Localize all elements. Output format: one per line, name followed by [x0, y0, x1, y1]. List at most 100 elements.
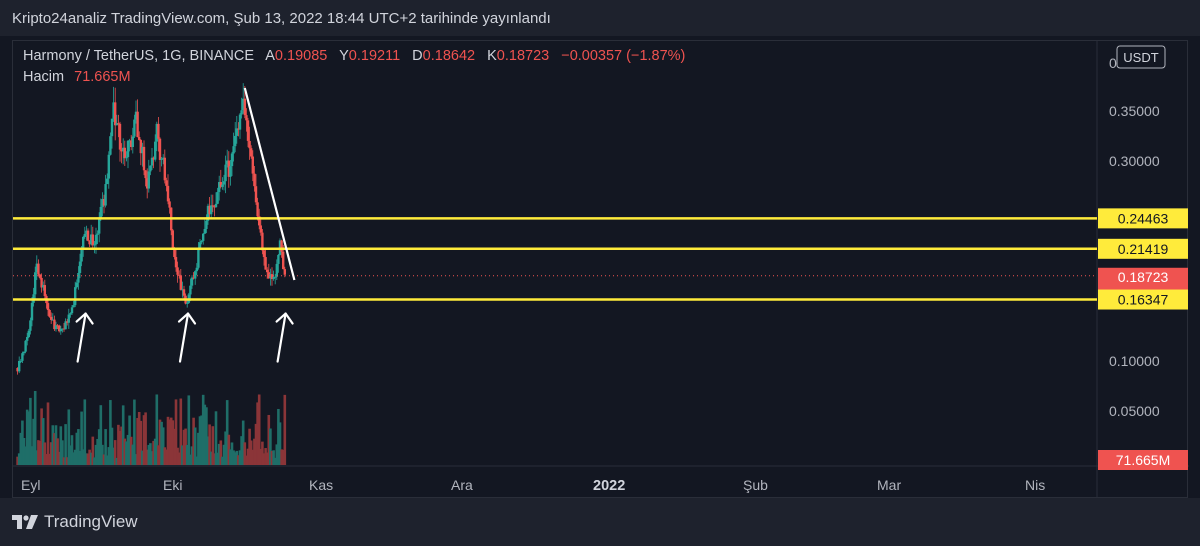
candle-body: [66, 321, 69, 323]
candle-body: [43, 285, 46, 296]
time-tick: Ara: [451, 477, 473, 493]
currency-badge[interactable]: USDT: [1116, 45, 1166, 69]
level2-badge-text: 0.21419: [1118, 241, 1169, 257]
candle-body: [234, 135, 237, 147]
volume-bar: [56, 438, 59, 465]
arrow-shaft: [76, 312, 87, 363]
candle-body: [197, 247, 200, 268]
volume-bar: [104, 429, 107, 465]
volume-bar: [254, 423, 258, 465]
candle-body: [173, 247, 176, 258]
volume-bar: [125, 441, 128, 465]
volume-bar: [211, 426, 215, 465]
volume-bar: [150, 451, 154, 465]
volume-bar: [248, 428, 251, 465]
volume-bar: [192, 417, 195, 465]
downtrend-line[interactable]: [243, 87, 296, 281]
tradingview-logo[interactable]: TradingView: [12, 512, 138, 532]
candle-body: [235, 128, 238, 136]
volume-bar: [145, 449, 149, 465]
volume-bar: [93, 457, 96, 465]
legend-low: 0.18642: [423, 48, 475, 64]
volume-bar: [102, 454, 106, 465]
volume-bar: [158, 419, 162, 465]
volume-bar: [173, 428, 176, 465]
candle-body: [218, 182, 221, 193]
volume-bar: [200, 415, 203, 465]
candle-body: [123, 147, 126, 159]
volume-bar: [240, 436, 243, 465]
candle-body: [200, 240, 203, 243]
candle-body: [99, 206, 102, 219]
candle-body: [237, 128, 240, 130]
volume-bar: [70, 435, 74, 465]
legend-open: 0.19085: [275, 48, 327, 64]
volume-bar: [253, 438, 256, 465]
price-tick: 0.35000: [1109, 103, 1160, 119]
candle-body: [248, 140, 251, 149]
price-tick-top-partial: 0.: [1109, 55, 1121, 71]
volume-bar: [208, 424, 211, 465]
legend-symbol: Harmony / TetherUS, 1G, BINANCE: [23, 48, 254, 64]
candle-body: [59, 328, 62, 332]
candle-body: [154, 141, 157, 160]
candle-body: [238, 114, 242, 130]
volume-bar: [37, 440, 40, 465]
candle-body: [54, 325, 58, 330]
volume-bar: [139, 420, 143, 465]
volume-bar: [69, 445, 72, 465]
candle-body: [115, 123, 118, 126]
arrow-shaft: [276, 312, 287, 363]
candle-body: [198, 242, 202, 248]
arrow-shaft: [178, 312, 190, 363]
volume-bar: [197, 432, 200, 465]
candle-body: [118, 123, 122, 150]
volume-bar: [115, 457, 119, 465]
volume-bar: [249, 440, 253, 465]
volume-bar: [174, 399, 178, 465]
candle-body: [208, 205, 211, 215]
price-axis[interactable]: 0. USDT 0.35000 0.30000 0.10000 0.05000 …: [1098, 45, 1188, 470]
volume-bar: [117, 424, 120, 465]
volume-bar: [134, 454, 138, 465]
candle-body: [240, 110, 243, 115]
volume-bar: [153, 438, 157, 465]
candle-body: [256, 202, 259, 217]
volume-bar: [272, 450, 275, 465]
candle-body: [258, 216, 261, 226]
candle-body: [19, 360, 22, 362]
candle-body: [270, 274, 274, 280]
volume-bar: [89, 452, 93, 465]
candle-body: [18, 360, 21, 372]
candle-body: [133, 119, 136, 137]
candle-body: [189, 285, 192, 295]
volume-bar: [157, 445, 160, 465]
volume-bar: [278, 422, 282, 465]
candle-body: [110, 118, 114, 137]
chart-panel[interactable]: Harmony / TetherUS, 1G, BINANCE A0.19085…: [12, 40, 1189, 499]
legend-volume-label: Hacim: [23, 69, 64, 85]
candle-body: [168, 201, 171, 208]
legend-close-label: K: [487, 48, 497, 64]
volume-bar: [41, 418, 45, 465]
volume-bar: [264, 448, 267, 465]
volume-bar: [121, 405, 125, 465]
time-axis[interactable]: Eyl Eki Kas Ara 2022 Şub Mar Nis: [21, 477, 1045, 494]
candle-body: [91, 234, 94, 246]
candle-body: [134, 111, 138, 120]
candle-body: [144, 170, 147, 179]
candle-body: [40, 277, 43, 288]
candlestick-chart[interactable]: Harmony / TetherUS, 1G, BINANCE A0.19085…: [13, 41, 1189, 499]
candle-body: [232, 146, 235, 154]
ohlc-legend: Harmony / TetherUS, 1G, BINANCE A0.19085…: [23, 48, 685, 85]
candle-body: [222, 181, 226, 185]
volume-bar: [277, 408, 280, 465]
volume-bar: [219, 440, 223, 465]
volume-bar: [16, 456, 19, 465]
volume-bar: [259, 448, 263, 465]
volume-bar: [201, 394, 205, 465]
volume-bar: [262, 453, 266, 465]
tradingview-brand: TradingView: [44, 512, 138, 531]
volume-bar: [152, 440, 155, 465]
candle-body: [146, 178, 149, 189]
